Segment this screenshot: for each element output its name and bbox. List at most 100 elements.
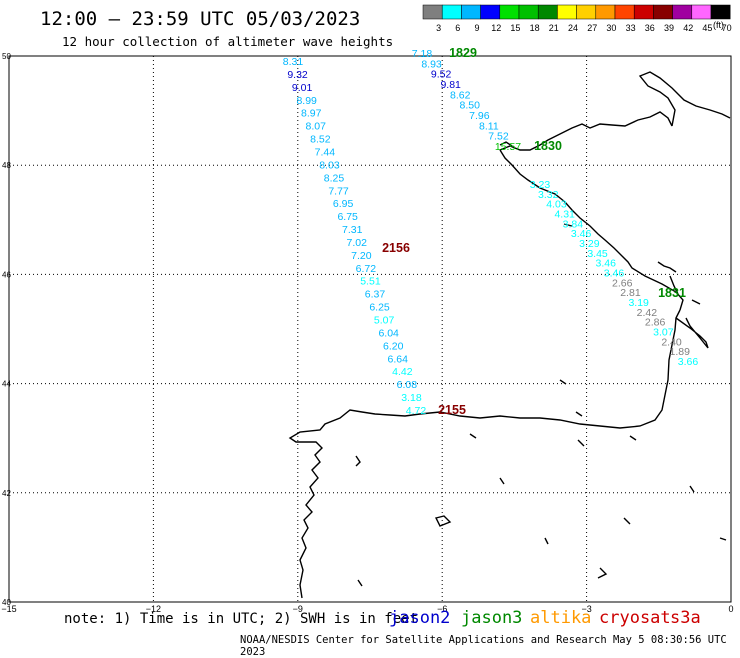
wave-height-value: 7.77 bbox=[328, 185, 349, 197]
satellite-cryosat: cryosat bbox=[599, 608, 671, 628]
wave-height-value: 6.37 bbox=[365, 289, 386, 301]
legend-label-27: 27 bbox=[587, 23, 597, 33]
legend-swatch-70 bbox=[710, 4, 731, 20]
wave-height-value: 5.51 bbox=[360, 276, 381, 288]
wave-height-value: 6.72 bbox=[356, 263, 377, 275]
legend-label-9: 9 bbox=[474, 23, 479, 33]
wave-height-value: 3.46 bbox=[604, 268, 625, 280]
wave-height-value: 8.99 bbox=[296, 95, 317, 107]
lon-tick-label: −12 bbox=[146, 604, 161, 614]
island-belle-ile bbox=[563, 223, 573, 227]
track-time-label: 1831 bbox=[658, 286, 686, 300]
wave-height-value: 8.93 bbox=[421, 58, 442, 70]
lon-tick-label: −9 bbox=[293, 604, 303, 614]
footer-credit: NOAA/NESDIS Center for Satellite Applica… bbox=[240, 634, 727, 658]
wave-height-value: 3.84 bbox=[563, 218, 584, 230]
wave-height-value: 7.20 bbox=[351, 250, 372, 262]
lat-tick-label: 46 bbox=[2, 270, 11, 279]
wave-height-value: 7.52 bbox=[488, 131, 509, 143]
lon-tick-label: −15 bbox=[1, 604, 16, 614]
lat-tick-label: 48 bbox=[2, 161, 11, 170]
wave-height-value: 8.62 bbox=[450, 89, 471, 101]
wave-height-value: 8.31 bbox=[283, 56, 304, 68]
wave-height-value: 3.29 bbox=[579, 238, 600, 250]
legend-label-3: 3 bbox=[436, 23, 441, 33]
map-frame bbox=[8, 55, 732, 603]
lat-lon-grid bbox=[9, 56, 731, 602]
wave-height-value: 9.81 bbox=[440, 79, 461, 91]
wave-height-value: 7.96 bbox=[469, 110, 490, 122]
wave-height-value: 4.03 bbox=[546, 199, 567, 211]
lake-2 bbox=[597, 567, 608, 579]
lake-5 bbox=[689, 485, 695, 493]
lake-6 bbox=[355, 455, 361, 467]
legend-label-6: 6 bbox=[455, 23, 460, 33]
wave-height-value: 3.07 bbox=[653, 327, 674, 339]
coastline-brittany bbox=[499, 111, 673, 151]
lake-10 bbox=[357, 579, 363, 587]
wave-height-value: 1.89 bbox=[670, 346, 691, 358]
wave-height-value: 6.75 bbox=[337, 211, 358, 223]
wave-height-value: 2.42 bbox=[637, 307, 658, 319]
wave-height-value: 4.42 bbox=[392, 366, 413, 378]
wave-height-value: 15.57 bbox=[495, 141, 521, 153]
footer-note: note: 1) Time is in UTC; 2) SWH is in fe… bbox=[64, 611, 419, 627]
legend-label-42: 42 bbox=[683, 23, 693, 33]
lat-tick-label: 44 bbox=[2, 380, 11, 389]
wave-height-value: 3.66 bbox=[678, 356, 699, 368]
lat-tick-label: 42 bbox=[2, 489, 11, 498]
altimeter-tracks: 8.319.329.018.998.978.078.527.448.038.25… bbox=[283, 46, 699, 417]
wave-height-value: 8.52 bbox=[310, 134, 331, 146]
legend-label-18: 18 bbox=[530, 23, 540, 33]
legend-label-24: 24 bbox=[568, 23, 578, 33]
legend-label-39: 39 bbox=[664, 23, 674, 33]
wave-height-value: 3.32 bbox=[538, 189, 559, 201]
legend-label-45: 45 bbox=[702, 23, 712, 33]
wave-height-value: 7.44 bbox=[315, 146, 336, 158]
legend-label-70: 70 bbox=[722, 23, 732, 33]
island-oleron bbox=[669, 275, 679, 295]
island-re bbox=[657, 261, 677, 273]
wave-height-value: 3.46 bbox=[571, 228, 592, 240]
legend-label-30: 30 bbox=[606, 23, 616, 33]
wave-height-value: 3.18 bbox=[401, 392, 422, 404]
wave-height-value: 2.86 bbox=[645, 317, 666, 329]
wave-height-value: 4.31 bbox=[554, 209, 575, 221]
satellite-jason3: jason3 bbox=[461, 608, 523, 628]
wave-height-value: 9.32 bbox=[287, 69, 308, 81]
track-time-label: 1830 bbox=[534, 139, 562, 153]
coastline bbox=[288, 71, 731, 599]
track-time-label: 2156 bbox=[382, 241, 410, 255]
lake-3 bbox=[577, 439, 585, 447]
wave-height-value: 2.40 bbox=[661, 336, 682, 348]
wave-height-value: 8.97 bbox=[301, 108, 322, 120]
wave-height-value: 3.46 bbox=[596, 258, 617, 270]
wave-height-value: 6.08 bbox=[397, 379, 418, 391]
legend-label-33: 33 bbox=[626, 23, 636, 33]
lake-13 bbox=[629, 435, 637, 441]
wave-height-value: 3.45 bbox=[587, 248, 608, 260]
wave-height-value: 6.25 bbox=[369, 302, 390, 314]
lake-1 bbox=[434, 515, 452, 527]
lake-15 bbox=[691, 299, 701, 305]
lat-tick-label: 40 bbox=[2, 598, 11, 607]
lake-4 bbox=[623, 517, 631, 525]
wave-height-value: 7.02 bbox=[347, 237, 368, 249]
legend-label-21: 21 bbox=[549, 23, 559, 33]
legend-label-36: 36 bbox=[645, 23, 655, 33]
wave-height-value: 7.31 bbox=[342, 224, 363, 236]
map-subtitle: 12 hour collection of altimeter wave hei… bbox=[62, 34, 394, 49]
wave-height-value: 8.03 bbox=[319, 159, 340, 171]
lake-12 bbox=[559, 379, 567, 385]
satellite-altika: altika bbox=[530, 608, 592, 628]
wave-height-value: 5.07 bbox=[374, 315, 395, 327]
legend-label-15: 15 bbox=[510, 23, 520, 33]
wave-height-value: 9.52 bbox=[431, 69, 452, 81]
wave-height-value: 8.07 bbox=[306, 121, 327, 133]
wave-height-value: 8.25 bbox=[324, 172, 345, 184]
track-time-label: 1829 bbox=[449, 46, 477, 60]
lake-11 bbox=[499, 477, 505, 485]
legend-units: (ft) bbox=[713, 20, 724, 30]
wave-height-value: 8.11 bbox=[479, 120, 499, 132]
